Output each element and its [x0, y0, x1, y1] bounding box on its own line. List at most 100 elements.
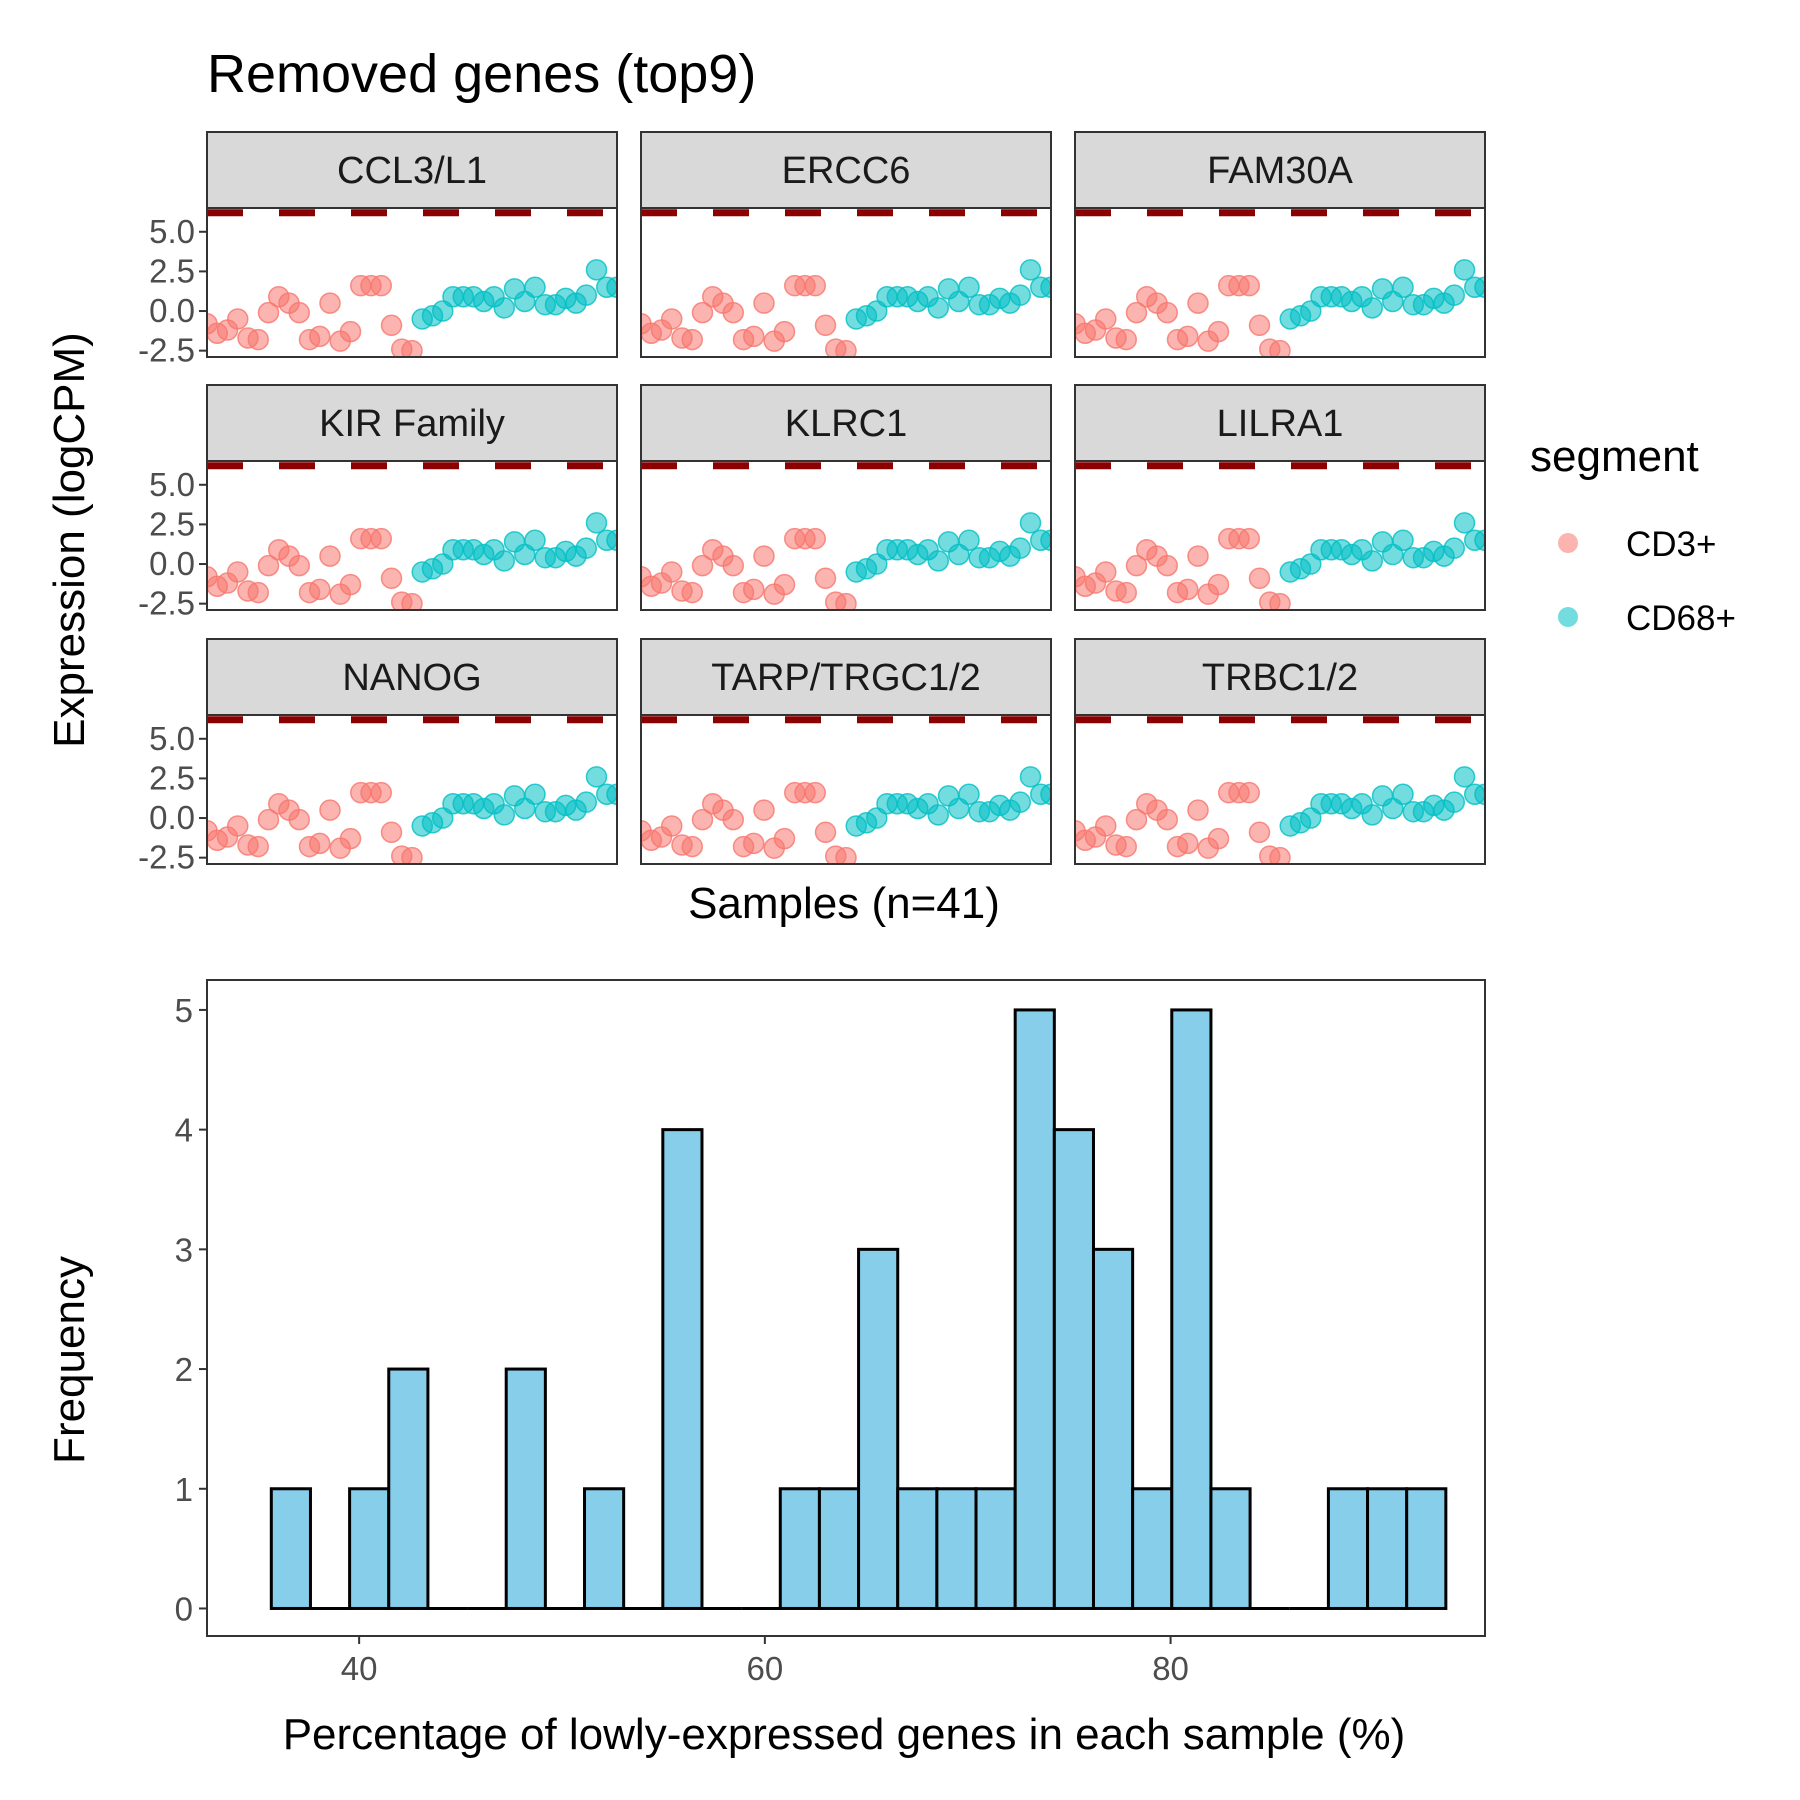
cd68-point: [1392, 783, 1414, 806]
cd68-point: [1361, 550, 1383, 572]
cd3-point: [1125, 554, 1148, 577]
histogram-bar: [1366, 1487, 1409, 1610]
histogram-bar: [1131, 1487, 1174, 1610]
cd68-point: [575, 284, 597, 306]
histogram-bar: [661, 1128, 704, 1610]
cd3-point: [1207, 827, 1230, 850]
cd3-point: [309, 578, 331, 601]
cd3-point: [1238, 781, 1260, 804]
cd68-point: [958, 276, 980, 299]
cd68-point: [493, 550, 515, 572]
cd3-point: [753, 799, 775, 821]
cd3-point: [1115, 581, 1137, 604]
facet-panel-bg: [1075, 208, 1485, 357]
cd3-point: [309, 832, 331, 855]
facet-lilra1: LILRA1: [1074, 384, 1486, 611]
y-tick-label: 0.0: [149, 799, 195, 836]
histogram-bar: [1052, 1128, 1095, 1610]
cd3-point: [288, 301, 310, 324]
facet-strip: [640, 638, 1052, 716]
legend-label-cd68: CD68+: [1626, 599, 1736, 638]
scatter-x-axis-title: Samples (n=41): [688, 879, 1000, 928]
histogram-y-tick-label: 2: [175, 1351, 193, 1388]
facet-panel-border: [1074, 207, 1486, 358]
histogram-bar: [1405, 1487, 1448, 1610]
cd3-point: [681, 328, 703, 351]
facet-strip: [206, 131, 618, 209]
facet-plot-area: [1075, 209, 1485, 357]
cd3-point: [1248, 314, 1271, 337]
cd68-point: [1443, 791, 1465, 813]
facet-label: KLRC1: [785, 403, 908, 445]
cd68-point: [585, 766, 608, 788]
facet-panel-border: [640, 207, 1052, 358]
histogram-x-tick-label: 80: [1152, 1650, 1189, 1687]
cd3-point: [339, 573, 362, 596]
facet-plot-area: [1075, 716, 1485, 864]
histogram-bar: [974, 1487, 1017, 1610]
cd3-point: [1238, 274, 1260, 297]
facet-panel-border: [1074, 714, 1486, 865]
cd3-point: [1269, 339, 1291, 357]
facet-label: ERCC6: [782, 150, 911, 192]
facet-nanog: NANOG: [206, 638, 618, 865]
cd3-point: [814, 314, 837, 337]
cd3-point: [743, 832, 765, 855]
cd68-point: [1474, 783, 1485, 806]
cd68-point: [1019, 259, 1042, 281]
histogram-bar: [1209, 1487, 1252, 1610]
cd68-point: [1019, 766, 1042, 788]
cd3-point: [1095, 308, 1117, 330]
facet-panel-bg: [641, 461, 1051, 610]
cd68-point: [927, 550, 949, 572]
cd3-point: [401, 846, 423, 864]
facet-axes: 5.02.50.0-2.55.02.50.0-2.55.02.50.0-2.5: [138, 213, 207, 876]
facet-panel-bg: [207, 715, 617, 864]
facet-plot-area: [641, 462, 1051, 610]
cd68-point: [585, 259, 608, 281]
facet-strip: [1074, 638, 1486, 716]
histogram-y-tick-label: 3: [175, 1231, 193, 1268]
histogram-bars: [269, 1008, 1448, 1610]
cd3-point: [370, 781, 392, 804]
cd68-point: [1453, 512, 1476, 534]
cd3-point: [247, 835, 269, 858]
cd3-point: [319, 292, 341, 314]
cd3-point: [681, 581, 703, 604]
cd3-point: [1269, 592, 1291, 610]
cd68-point: [575, 537, 597, 559]
histogram-bar: [935, 1487, 978, 1610]
facet-panel-border: [1074, 460, 1486, 611]
cd3-point: [288, 554, 310, 577]
y-tick-label: 5.0: [149, 466, 195, 503]
cd68-point: [606, 783, 617, 806]
cd3-point: [804, 781, 826, 804]
y-tick-label: 0.0: [149, 292, 195, 329]
cd68-point: [927, 297, 949, 319]
facet-plot-area: [207, 716, 617, 864]
cd3-point: [691, 301, 714, 324]
facet-panel-bg: [207, 461, 617, 610]
cd68-point: [1040, 529, 1051, 552]
y-tick-label: -2.5: [138, 585, 195, 622]
cd3-point: [691, 554, 714, 577]
cd3-point: [1156, 554, 1178, 577]
facet-ccl3-l1: CCL3/L1: [206, 131, 618, 358]
cd68-point: [1361, 297, 1383, 319]
cd3-point: [722, 808, 744, 831]
cd3-point: [1248, 567, 1271, 590]
cd68-point: [1009, 284, 1031, 306]
cd3-point: [247, 581, 269, 604]
cd68-point: [1009, 537, 1031, 559]
cd3-point: [1187, 545, 1209, 567]
cd3-point: [835, 339, 857, 357]
chart-title: Removed genes (top9): [207, 44, 756, 104]
cd3-point: [773, 320, 796, 343]
cd3-point: [722, 301, 744, 324]
cd68-point: [1009, 791, 1031, 813]
facet-label: NANOG: [342, 657, 481, 699]
cd68-point: [585, 512, 608, 534]
cd3-point: [835, 846, 857, 864]
facet-panel-border: [206, 714, 618, 865]
